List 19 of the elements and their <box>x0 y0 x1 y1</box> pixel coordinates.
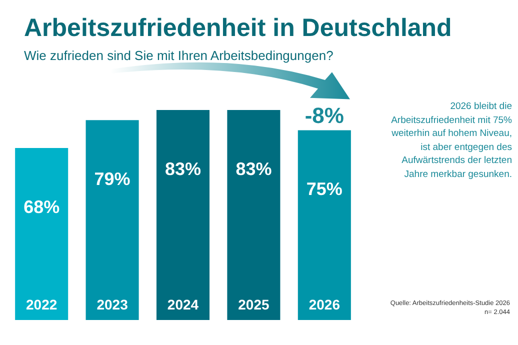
x-tick-label: 2024 <box>167 296 199 312</box>
annotation: -8% <box>304 103 344 128</box>
chart-title: Arbeitszufriedenheit in Deutschland <box>24 14 452 43</box>
data-label: 83% <box>164 159 202 179</box>
data-label: 79% <box>94 169 130 190</box>
x-tick-label: 2023 <box>96 296 128 312</box>
data-label: 75% <box>306 179 342 200</box>
bar <box>298 130 351 320</box>
data-label: 68% <box>24 196 60 217</box>
x-tick-label: 2026 <box>308 296 340 312</box>
bar <box>156 110 210 320</box>
bar <box>86 120 139 320</box>
chart-subtitle: Wie zufrieden sind Sie mit Ihren Arbeitsbedingungen? <box>24 48 334 63</box>
x-tick-label: 2022 <box>26 296 58 312</box>
data-label: 83% <box>236 159 272 179</box>
bar <box>227 110 280 320</box>
x-tick-label: 2025 <box>238 296 270 312</box>
text: 2026 bleibt die Arbeitszufriedenheit mit 75% weiterhin auf hohem Niveau, ist aber entgegen des Aufwärtstrends der letzten Jahre merkbar gesunken. <box>390 100 512 181</box>
bar <box>15 148 68 320</box>
